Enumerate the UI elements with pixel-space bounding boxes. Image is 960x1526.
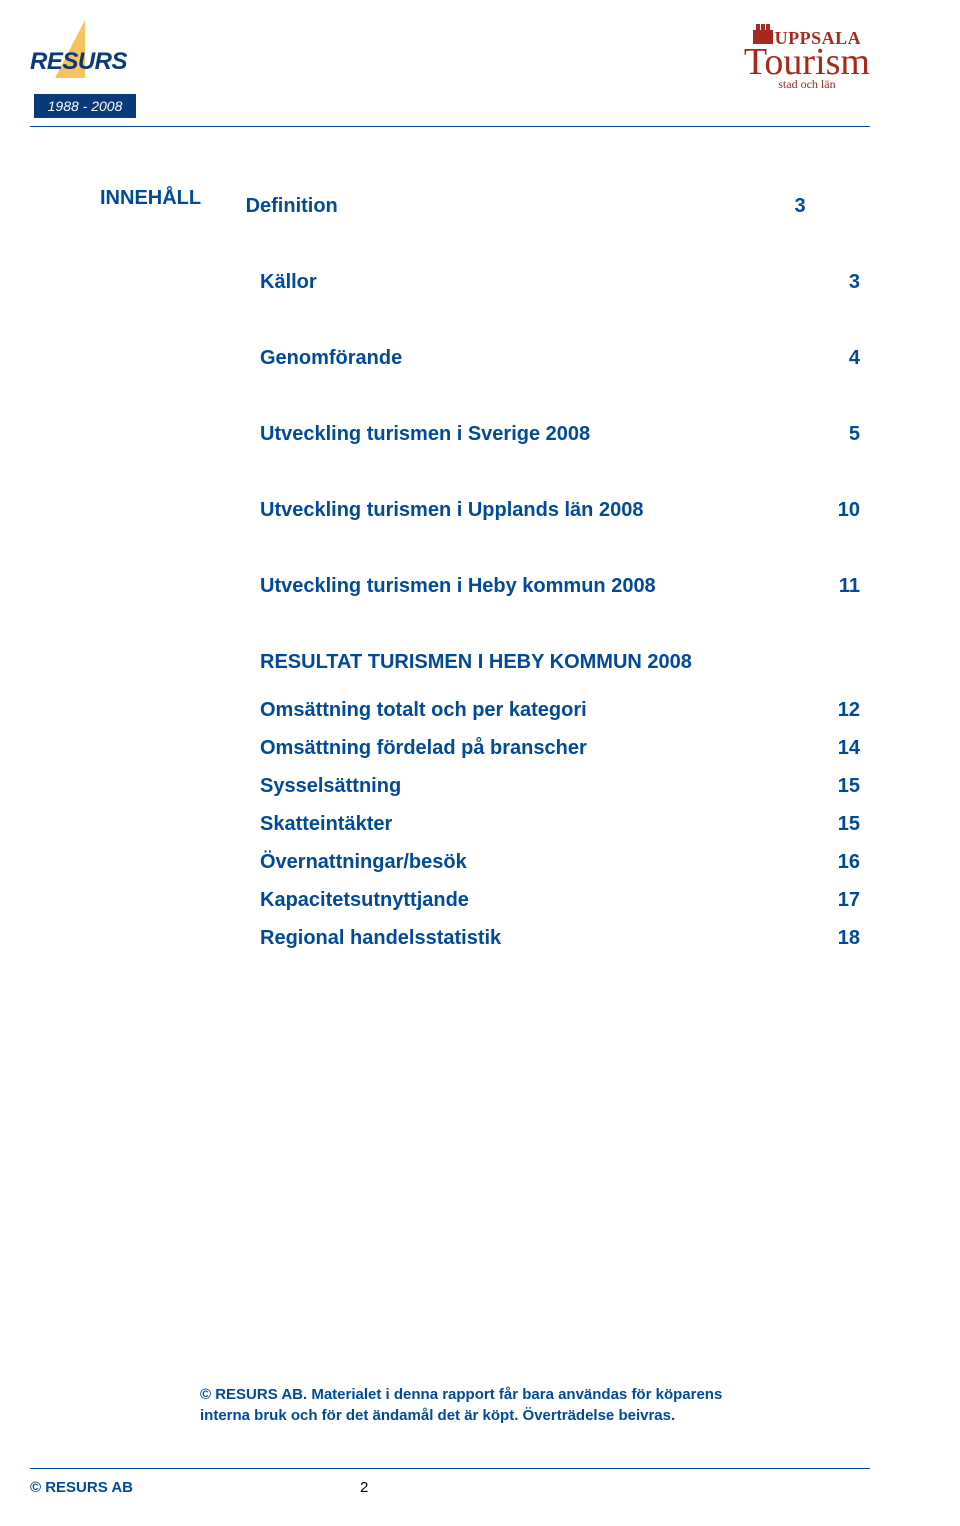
toc-page: 3	[820, 263, 860, 301]
content-area: INNEHÅLL Definition 3 Källor 3 Genomföra…	[0, 127, 960, 957]
toc-block: Utveckling turismen i Heby kommun 2008 1…	[260, 567, 860, 605]
page-footer: © RESURS AB 2	[30, 1468, 870, 1496]
toc-page: 12	[820, 691, 860, 729]
footer-copyright: © RESURS AB	[30, 1479, 360, 1496]
toc-page: 15	[820, 805, 860, 843]
toc-block: Källor 3	[260, 263, 860, 301]
copyright-notice: © RESURS AB. Materialet i denna rapport …	[200, 1384, 760, 1426]
toc-label: Regional handelsstatistik	[260, 919, 521, 957]
resurs-logo: RESURS	[30, 20, 140, 90]
footer-row: © RESURS AB 2	[30, 1479, 870, 1496]
castle-icon	[753, 20, 773, 44]
toc-row: Kapacitetsutnyttjande 17	[260, 881, 860, 919]
section-heading: INNEHÅLL	[100, 187, 201, 210]
toc-row: Regional handelsstatistik 18	[260, 919, 860, 957]
toc-label: Sysselsättning	[260, 767, 421, 805]
toc-label: Omsättning fördelad på branscher	[260, 729, 607, 767]
toc-label: Kapacitetsutnyttjande	[260, 881, 489, 919]
footer-page-number: 2	[360, 1479, 368, 1496]
toc-page: 3	[766, 187, 806, 225]
year-badge: 1988 - 2008	[34, 94, 137, 118]
page-header: RESURS 1988 - 2008 UPPSALA Tourism stad …	[0, 0, 960, 118]
toc-label: Utveckling turismen i Sverige 2008	[260, 415, 610, 453]
toc-label: Genomförande	[260, 339, 422, 377]
toc-page: 16	[820, 843, 860, 881]
toc-row: Utveckling turismen i Sverige 2008 5	[260, 415, 860, 453]
toc-subsection: RESULTAT TURISMEN I HEBY KOMMUN 2008 Oms…	[260, 643, 860, 957]
toc-block: Genomförande 4	[260, 339, 860, 377]
toc-page: 5	[820, 415, 860, 453]
toc-row: Övernattningar/besök 16	[260, 843, 860, 881]
footer-divider	[30, 1468, 870, 1469]
toc-page: 4	[820, 339, 860, 377]
toc-block: Utveckling turismen i Upplands län 2008 …	[260, 491, 860, 529]
table-of-contents: Källor 3 Genomförande 4 Utveckling turis…	[260, 263, 860, 957]
toc-page: 15	[820, 767, 860, 805]
toc-label: Utveckling turismen i Heby kommun 2008	[260, 567, 676, 605]
toc-label: Källor	[260, 263, 337, 301]
toc-page: 11	[820, 567, 860, 605]
toc-label: Utveckling turismen i Upplands län 2008	[260, 491, 663, 529]
toc-row: Källor 3	[260, 263, 860, 301]
toc-label: Övernattningar/besök	[260, 843, 487, 881]
tourism-word: Tourism	[744, 47, 870, 77]
toc-row: Genomförande 4	[260, 339, 860, 377]
toc-row: Skatteintäkter 15	[260, 805, 860, 843]
toc-page: 17	[820, 881, 860, 919]
resurs-logo-text: RESURS	[30, 48, 127, 76]
toc-heading-row: INNEHÅLL Definition 3	[100, 187, 860, 225]
toc-label: Definition	[246, 187, 358, 225]
resurs-logo-block: RESURS 1988 - 2008	[30, 20, 140, 118]
toc-row: Definition 3	[246, 187, 806, 225]
toc-page: 10	[820, 491, 860, 529]
toc-row: Sysselsättning 15	[260, 767, 860, 805]
toc-page: 18	[820, 919, 860, 957]
toc-row: Utveckling turismen i Heby kommun 2008 1…	[260, 567, 860, 605]
toc-block: Utveckling turismen i Sverige 2008 5	[260, 415, 860, 453]
toc-label: Omsättning totalt och per kategori	[260, 691, 607, 729]
uppsala-logo-block: UPPSALA Tourism stad och län	[744, 20, 870, 92]
toc-row: Omsättning totalt och per kategori 12	[260, 691, 860, 729]
toc-page: 14	[820, 729, 860, 767]
toc-label: Skatteintäkter	[260, 805, 412, 843]
toc-row: Utveckling turismen i Upplands län 2008 …	[260, 491, 860, 529]
toc-row: Omsättning fördelad på branscher 14	[260, 729, 860, 767]
toc-subsection-title: RESULTAT TURISMEN I HEBY KOMMUN 2008	[260, 643, 860, 681]
